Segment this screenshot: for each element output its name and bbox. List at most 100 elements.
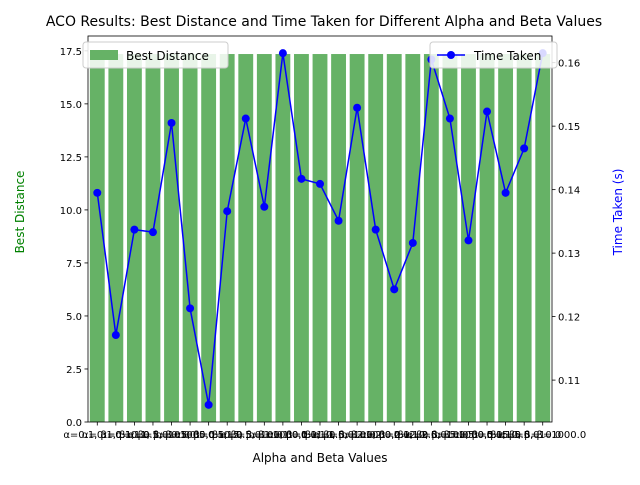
x-tick-label: α=5.0, β=1.0 [453,430,521,441]
bar-best-distance [238,54,254,423]
point-time-taken [93,188,102,197]
bar-best-distance [219,54,235,423]
legend-best-distance-swatch [90,50,118,60]
y-left-tick-label: 7.5 [66,259,82,270]
y-axis-right-label: Time Taken (s) [611,169,625,257]
point-time-taken [483,107,492,116]
bar-best-distance [368,54,384,423]
bar-best-distance [349,54,365,423]
point-time-taken [111,331,120,340]
bar-best-distance [201,54,217,423]
bar-best-distance [331,54,346,423]
bar-best-distance [275,54,291,423]
y-left-tick-label: 17.5 [60,47,82,58]
bar-best-distance [89,54,105,423]
bar-best-distance [312,54,328,423]
x-tick-label: α=0.5, β=5.0 [193,430,261,441]
point-time-taken [520,144,529,153]
x-tick-label: α=0.1, β=0.1 [63,430,131,441]
point-time-taken [316,179,324,188]
bar-best-distance [516,54,532,423]
point-time-taken [260,202,269,211]
legend-time-taken: Time Taken [429,41,558,69]
x-tick-label: α=0.5, β=1.0 [175,430,243,441]
legend-time-taken-label: Time Taken [473,49,541,63]
point-time-taken [501,188,510,197]
y-right-tick-label: 0.16 [558,59,580,70]
x-tick-label: α=5.0, β=1000.0 [499,430,586,441]
bar-best-distance [294,54,309,423]
point-time-taken [223,207,232,216]
point-time-taken [148,228,157,237]
x-tick-label: α=2.0, β=5.0 [379,430,447,441]
bar-best-distance [442,54,458,423]
bar-best-distance [535,54,551,423]
y-axis-left-label: Best Distance [13,171,27,254]
x-tick-label: α=0.1, β=10.0 [116,430,190,441]
point-time-taken [204,400,213,409]
y-right-tick-label: 0.11 [558,376,580,387]
point-time-taken [297,174,306,183]
x-tick-label: α=1.0, β=1000.0 [314,430,401,441]
point-time-taken [353,103,362,112]
x-tick-label: α=0.1, β=1.0 [82,430,150,441]
point-time-taken [130,225,139,234]
point-time-taken [408,238,417,247]
y-left-tick-label: 15.0 [60,100,82,111]
y-left-tick-label: 10.0 [60,206,82,217]
point-time-taken [278,49,287,58]
y-right-tick-label: 0.15 [558,122,580,133]
point-time-taken [334,216,343,225]
y-right-tick-label: 0.12 [558,313,580,324]
bar-best-distance [498,54,514,423]
x-tick-label: α=0.1, β=5.0 [100,430,168,441]
y-right-tick-label: 0.14 [558,186,580,197]
y-left-tick-label: 2.5 [66,365,82,376]
x-tick-label: α=2.0, β=10.0 [394,430,468,441]
bar-best-distance [108,54,124,423]
point-time-taken [241,114,250,123]
bar-best-distance [182,54,198,423]
y-right-tick-label: 0.13 [558,249,580,260]
bar-best-distance [164,54,179,423]
bar-best-distance [145,54,161,423]
point-time-taken [390,285,399,294]
line-layer [93,49,547,409]
bar-best-distance [479,54,495,423]
legend-best-distance-label: Best Distance [126,49,209,63]
y-left-tick-label: 0.0 [66,418,82,429]
legend-time-taken-marker [447,51,455,59]
x-tick-label: α=0.5, β=0.1 [156,430,224,441]
axes-layer: 0.0 2.5 5.0 7.5 10.0 12.5 15.0 17.5 0.11 0.12 0.13… [60,35,586,441]
bar-best-distance [256,54,272,423]
x-tick-label: α=0.5, β=10.0 [209,430,283,441]
legend-best-distance: Best Distance [82,41,229,69]
bars-layer [89,54,551,423]
x-tick-label: α=0.1, β=1000.0 [128,430,215,441]
bar-best-distance [423,54,439,423]
x-tick-label: α=0.5, β=1000.0 [221,430,308,441]
x-axis-label: Alpha and Beta Values [252,451,387,465]
x-tick-label: α=1.0, β=1.0 [267,430,335,441]
x-tick-label: α=2.0, β=1000.0 [406,430,493,441]
x-tick-label: α=5.0, β=10.0 [487,430,561,441]
bar-best-distance [126,54,142,423]
point-time-taken [445,114,454,123]
y-left-tick-label: 5.0 [66,312,82,323]
y-left-tick-label: 12.5 [60,153,82,164]
x-tick-label: α=2.0, β=0.1 [342,430,410,441]
chart-title: ACO Results: Best Distance and Time Take… [46,14,602,30]
x-tick-label: α=5.0, β=5.0 [472,430,540,441]
point-time-taken [371,225,380,234]
point-time-taken [186,304,195,313]
point-time-taken [464,236,473,245]
x-tick-label: α=2.0, β=1.0 [360,430,428,441]
bar-best-distance [386,54,402,423]
point-time-taken [167,118,176,127]
x-tick-label: α=1.0, β=5.0 [286,430,354,441]
x-tick-label: α=5.0, β=0.1 [435,430,503,441]
x-tick-label: α=1.0, β=0.1 [249,430,317,441]
x-tick-label: α=1.0, β=10.0 [301,430,375,441]
